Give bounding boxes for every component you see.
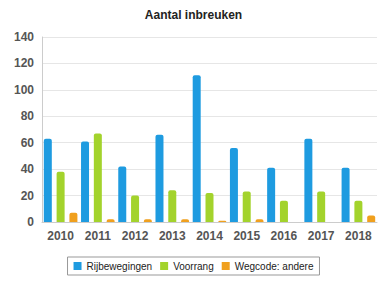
svg-text:2015: 2015 [233, 229, 260, 243]
svg-text:Rijbewegingen: Rijbewegingen [87, 261, 153, 272]
svg-text:60: 60 [21, 136, 35, 150]
svg-text:100: 100 [14, 83, 34, 97]
svg-text:2014: 2014 [196, 229, 223, 243]
svg-text:2010: 2010 [47, 229, 74, 243]
svg-text:Voorrang: Voorrang [173, 261, 214, 272]
svg-text:120: 120 [14, 56, 34, 70]
svg-text:140: 140 [14, 30, 34, 44]
svg-text:2013: 2013 [159, 229, 186, 243]
svg-text:0: 0 [27, 215, 34, 229]
svg-text:80: 80 [21, 109, 35, 123]
svg-text:20: 20 [21, 189, 35, 203]
svg-text:Wegcode: andere: Wegcode: andere [235, 261, 314, 272]
svg-text:2011: 2011 [85, 229, 111, 243]
svg-text:2017: 2017 [308, 229, 335, 243]
svg-text:2016: 2016 [271, 229, 298, 243]
svg-text:2018: 2018 [345, 229, 372, 243]
svg-text:2012: 2012 [122, 229, 149, 243]
svg-text:Aantal inbreuken: Aantal inbreuken [145, 8, 242, 22]
svg-text:40: 40 [21, 162, 35, 176]
